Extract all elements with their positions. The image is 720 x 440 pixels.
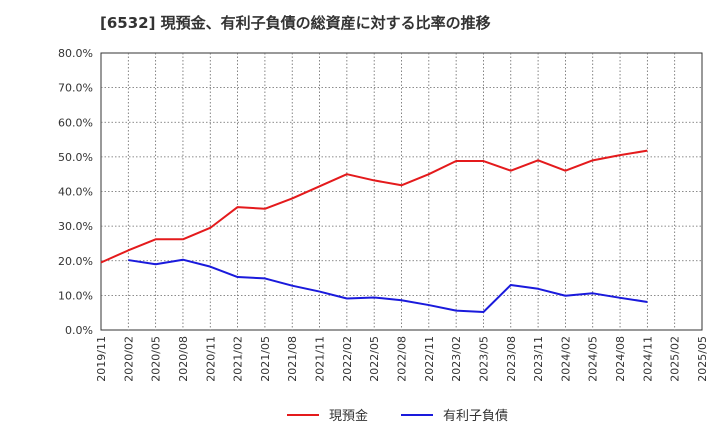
series-line-1 — [100, 149, 648, 264]
x-tick-label: 2025/05 — [696, 336, 709, 382]
y-tick-label: 20.0% — [58, 255, 93, 268]
x-tick-label: 2025/02 — [669, 336, 682, 382]
x-tick-label: 2020/02 — [122, 336, 135, 382]
legend-label-2: 有利子負債 — [443, 409, 508, 424]
x-tick-label: 2021/08 — [286, 336, 299, 382]
y-tick-label: 70.0% — [58, 82, 93, 95]
x-tick-label: 2021/11 — [314, 336, 327, 382]
x-tick-label: 2021/02 — [232, 336, 245, 382]
x-tick-label: 2023/02 — [450, 336, 463, 382]
x-tick-label: 2022/08 — [396, 336, 409, 382]
legend: 現預金 有利子負債 — [287, 408, 508, 424]
x-tick-label: 2023/05 — [477, 336, 490, 382]
x-tick-label: 2022/11 — [423, 336, 436, 382]
series-line-2 — [128, 258, 648, 313]
y-tick-label: 60.0% — [58, 116, 93, 129]
x-tick-label: 2020/11 — [204, 336, 217, 382]
y-tick-label: 30.0% — [58, 220, 93, 233]
x-tick-label: 2024/02 — [559, 336, 572, 382]
y-axis: 0.0% 10.0% 20.0% 30.0% 40.0% 50.0% 60.0% 70.0% 8… — [58, 47, 93, 337]
x-tick-label: 2022/05 — [368, 336, 381, 382]
x-tick-label: 2021/05 — [259, 336, 272, 382]
series-group — [100, 149, 648, 313]
x-tick-label: 2024/05 — [587, 336, 600, 382]
x-tick-label: 2020/08 — [177, 336, 190, 382]
chart-title: [6532] 現預金、有利子負債の総資産に対する比率の推移 — [100, 14, 491, 32]
x-axis: 2019/11 2020/02 2020/05 2020/08 2020/11 2021/… — [95, 336, 709, 382]
y-tick-label: 10.0% — [58, 289, 93, 302]
x-tick-label: 2023/08 — [505, 336, 518, 382]
y-tick-label: 0.0% — [65, 324, 93, 337]
x-tick-label: 2020/05 — [150, 336, 163, 382]
y-tick-label: 50.0% — [58, 151, 93, 164]
legend-label-1: 現預金 — [329, 408, 368, 424]
y-tick-label: 80.0% — [58, 47, 93, 60]
x-tick-label: 2024/08 — [614, 336, 627, 382]
x-tick-label: 2023/11 — [532, 336, 545, 382]
x-tick-label: 2022/02 — [341, 336, 354, 382]
x-tick-label: 2024/11 — [641, 336, 654, 382]
y-tick-label: 40.0% — [58, 186, 93, 199]
x-tick-label: 2019/11 — [95, 336, 108, 382]
